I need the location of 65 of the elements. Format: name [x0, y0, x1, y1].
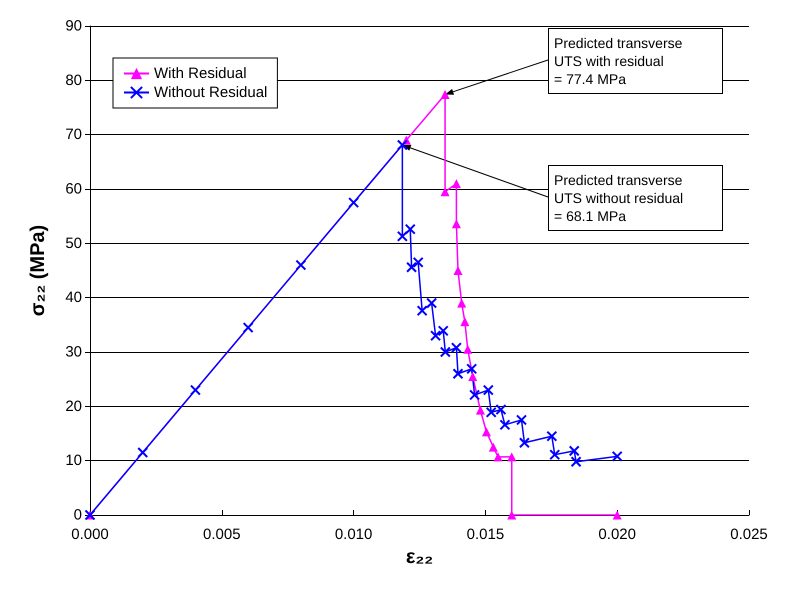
x-tick-label: 0.000 — [71, 526, 109, 543]
point — [482, 384, 494, 396]
point — [452, 219, 461, 228]
point — [438, 325, 449, 336]
point — [242, 322, 254, 334]
point — [468, 372, 478, 381]
point — [450, 342, 462, 354]
y-tick-label: 80 — [65, 72, 82, 89]
point — [549, 449, 560, 460]
point — [460, 317, 470, 326]
y-tick-label: 60 — [65, 180, 82, 198]
point — [516, 414, 528, 426]
point — [426, 298, 438, 309]
point — [137, 447, 148, 458]
y-tick-label: 70 — [65, 126, 82, 144]
point — [486, 406, 497, 418]
legend-label: With Residual — [154, 65, 247, 82]
callout-box: Predicted transverse UTS without residual = 68.1 MPa — [548, 165, 723, 231]
point — [440, 346, 451, 358]
point — [463, 344, 472, 354]
x-tick-label: 0.015 — [466, 526, 504, 543]
point — [190, 384, 201, 396]
point — [295, 260, 306, 271]
point — [495, 404, 506, 416]
x-tick-label: 0.020 — [598, 526, 636, 543]
x-tick-label: 0.025 — [730, 526, 768, 543]
point — [507, 452, 516, 462]
point — [412, 256, 424, 268]
y-tick-label: 30 — [65, 344, 82, 360]
legend-label: Without Residual — [154, 84, 268, 101]
point — [406, 262, 418, 273]
point — [482, 427, 491, 436]
y-axis-title: σ₂₂ (MPa) — [27, 224, 49, 316]
point — [469, 389, 480, 400]
y-tick-label: 0 — [74, 506, 82, 524]
point — [546, 430, 558, 442]
callout-box: Predicted transverse UTS with residual = 77.4 MPa — [548, 28, 723, 94]
point — [348, 197, 360, 208]
point — [396, 139, 408, 150]
point — [430, 330, 442, 342]
y-tick-label: 50 — [65, 234, 82, 252]
point — [499, 419, 510, 430]
point — [612, 510, 622, 520]
x-tick-label: 0.010 — [334, 526, 372, 543]
point — [396, 230, 408, 242]
y-tick-label: 40 — [65, 289, 82, 306]
point — [452, 179, 461, 188]
point — [457, 298, 466, 308]
point — [494, 452, 503, 462]
point — [488, 442, 498, 452]
point — [466, 363, 478, 374]
y-tick-label: 20 — [65, 398, 82, 415]
y-tick-label: 90 — [65, 18, 82, 34]
y-tick-label: 10 — [65, 452, 82, 470]
point — [416, 305, 428, 316]
point — [476, 406, 485, 415]
point — [518, 437, 530, 448]
point — [440, 187, 450, 196]
point — [453, 266, 462, 275]
point — [440, 90, 450, 99]
point — [404, 224, 416, 235]
x-tick-label: 0.005 — [203, 526, 241, 543]
point — [612, 450, 623, 462]
point — [452, 368, 464, 380]
x-axis-title: ε₂₂ — [406, 546, 434, 568]
